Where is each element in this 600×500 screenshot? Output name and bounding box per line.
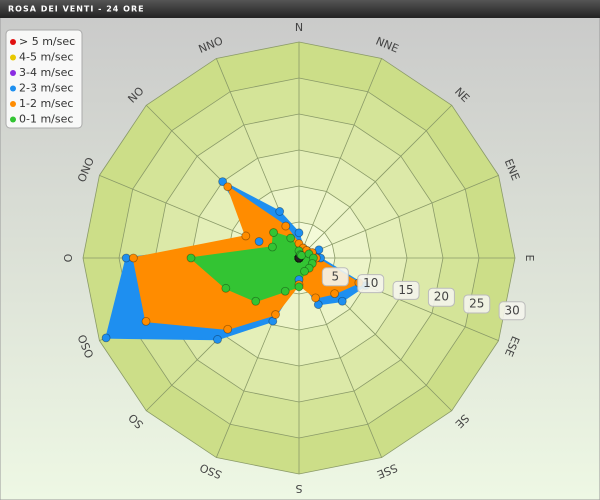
legend-label: 0-1 m/sec (19, 113, 73, 126)
tick-label-box (427, 287, 455, 307)
legend-label: 4-5 m/sec (19, 51, 73, 64)
tick-label-box (392, 280, 420, 300)
data-point (281, 221, 291, 231)
data-point (294, 228, 304, 238)
tick-label-box (321, 267, 349, 287)
direction-label: N (295, 21, 303, 34)
data-point (221, 283, 231, 293)
data-point (280, 286, 290, 296)
legend-swatch (10, 116, 16, 123)
data-point (186, 253, 196, 263)
data-point (101, 333, 111, 343)
chart-title: ROSA DEI VENTI - 24 ORE (8, 5, 145, 14)
legend-label: > 5 m/sec (19, 35, 75, 48)
data-point (218, 177, 228, 187)
tick-label: 10 (363, 276, 378, 290)
data-point (337, 296, 347, 306)
series-layer (101, 177, 370, 344)
data-point (286, 233, 296, 243)
legend: > 5 m/sec 4-5 m/sec 3-4 m/sec 2-3 m/sec 1-2 … (5, 29, 83, 129)
direction-label: S (295, 482, 302, 495)
data-point (128, 253, 138, 263)
legend-swatch (10, 101, 16, 107)
data-point (241, 231, 251, 241)
spoke (298, 104, 453, 259)
data-point (294, 282, 304, 292)
direction-label: E (523, 255, 536, 262)
tick-label-box (498, 301, 526, 321)
data-point (223, 182, 233, 192)
spoke (298, 58, 383, 259)
data-point (330, 289, 340, 299)
data-point (297, 251, 306, 260)
legend-label: 2-3 m/sec (19, 82, 73, 95)
tick-label: 5 (332, 269, 340, 283)
data-point (251, 296, 261, 306)
data-point (141, 316, 151, 326)
legend-swatch (10, 85, 16, 92)
legend-label: 1-2 m/sec (19, 97, 73, 110)
tick-label-box (357, 274, 385, 294)
title-bar (0, 0, 600, 18)
data-point (213, 335, 222, 344)
tick-label: 25 (469, 296, 484, 310)
data-point (300, 266, 309, 276)
tick-label: 15 (398, 283, 413, 297)
data-point (271, 310, 280, 319)
data-point (254, 237, 264, 246)
tick-label-box (463, 294, 491, 314)
tick-label: 20 (434, 290, 449, 304)
spoke (298, 174, 499, 259)
legend-label: 3-4 m/sec (19, 66, 73, 79)
data-point (275, 207, 285, 216)
data-point (267, 242, 277, 252)
data-point (223, 324, 233, 334)
direction-label: O (62, 253, 75, 262)
legend-swatch (10, 54, 16, 61)
legend-box (5, 29, 83, 129)
legend-swatch (10, 39, 16, 45)
legend-swatch (10, 70, 16, 76)
data-point (311, 293, 320, 303)
tick-label: 30 (504, 303, 519, 317)
data-point (269, 228, 278, 237)
